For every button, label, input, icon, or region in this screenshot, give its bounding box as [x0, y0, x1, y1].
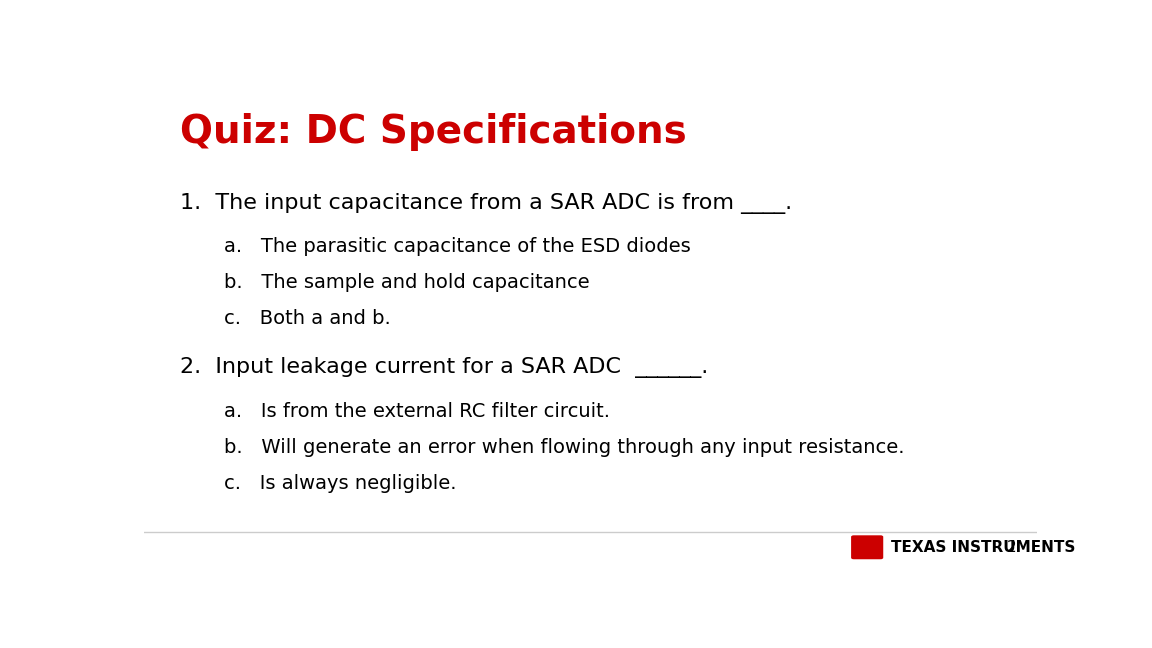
Text: a.   Is from the external RC filter circuit.: a. Is from the external RC filter circui… [225, 402, 611, 421]
FancyBboxPatch shape [851, 535, 884, 559]
Text: 1.  The input capacitance from a SAR ADC is from ____.: 1. The input capacitance from a SAR ADC … [180, 192, 791, 214]
Text: TEXAS INSTRUMENTS: TEXAS INSTRUMENTS [892, 540, 1076, 555]
Text: b.   Will generate an error when flowing through any input resistance.: b. Will generate an error when flowing t… [225, 438, 904, 457]
Text: b.   The sample and hold capacitance: b. The sample and hold capacitance [225, 273, 590, 292]
Text: c.   Is always negligible.: c. Is always negligible. [225, 474, 457, 493]
Text: Quiz: DC Specifications: Quiz: DC Specifications [180, 113, 687, 151]
Text: a.   The parasitic capacitance of the ESD diodes: a. The parasitic capacitance of the ESD … [225, 237, 691, 257]
Text: 2.  Input leakage current for a SAR ADC  ______.: 2. Input leakage current for a SAR ADC _… [180, 357, 708, 378]
Text: 2: 2 [1007, 540, 1016, 555]
Text: c.   Both a and b.: c. Both a and b. [225, 309, 391, 329]
